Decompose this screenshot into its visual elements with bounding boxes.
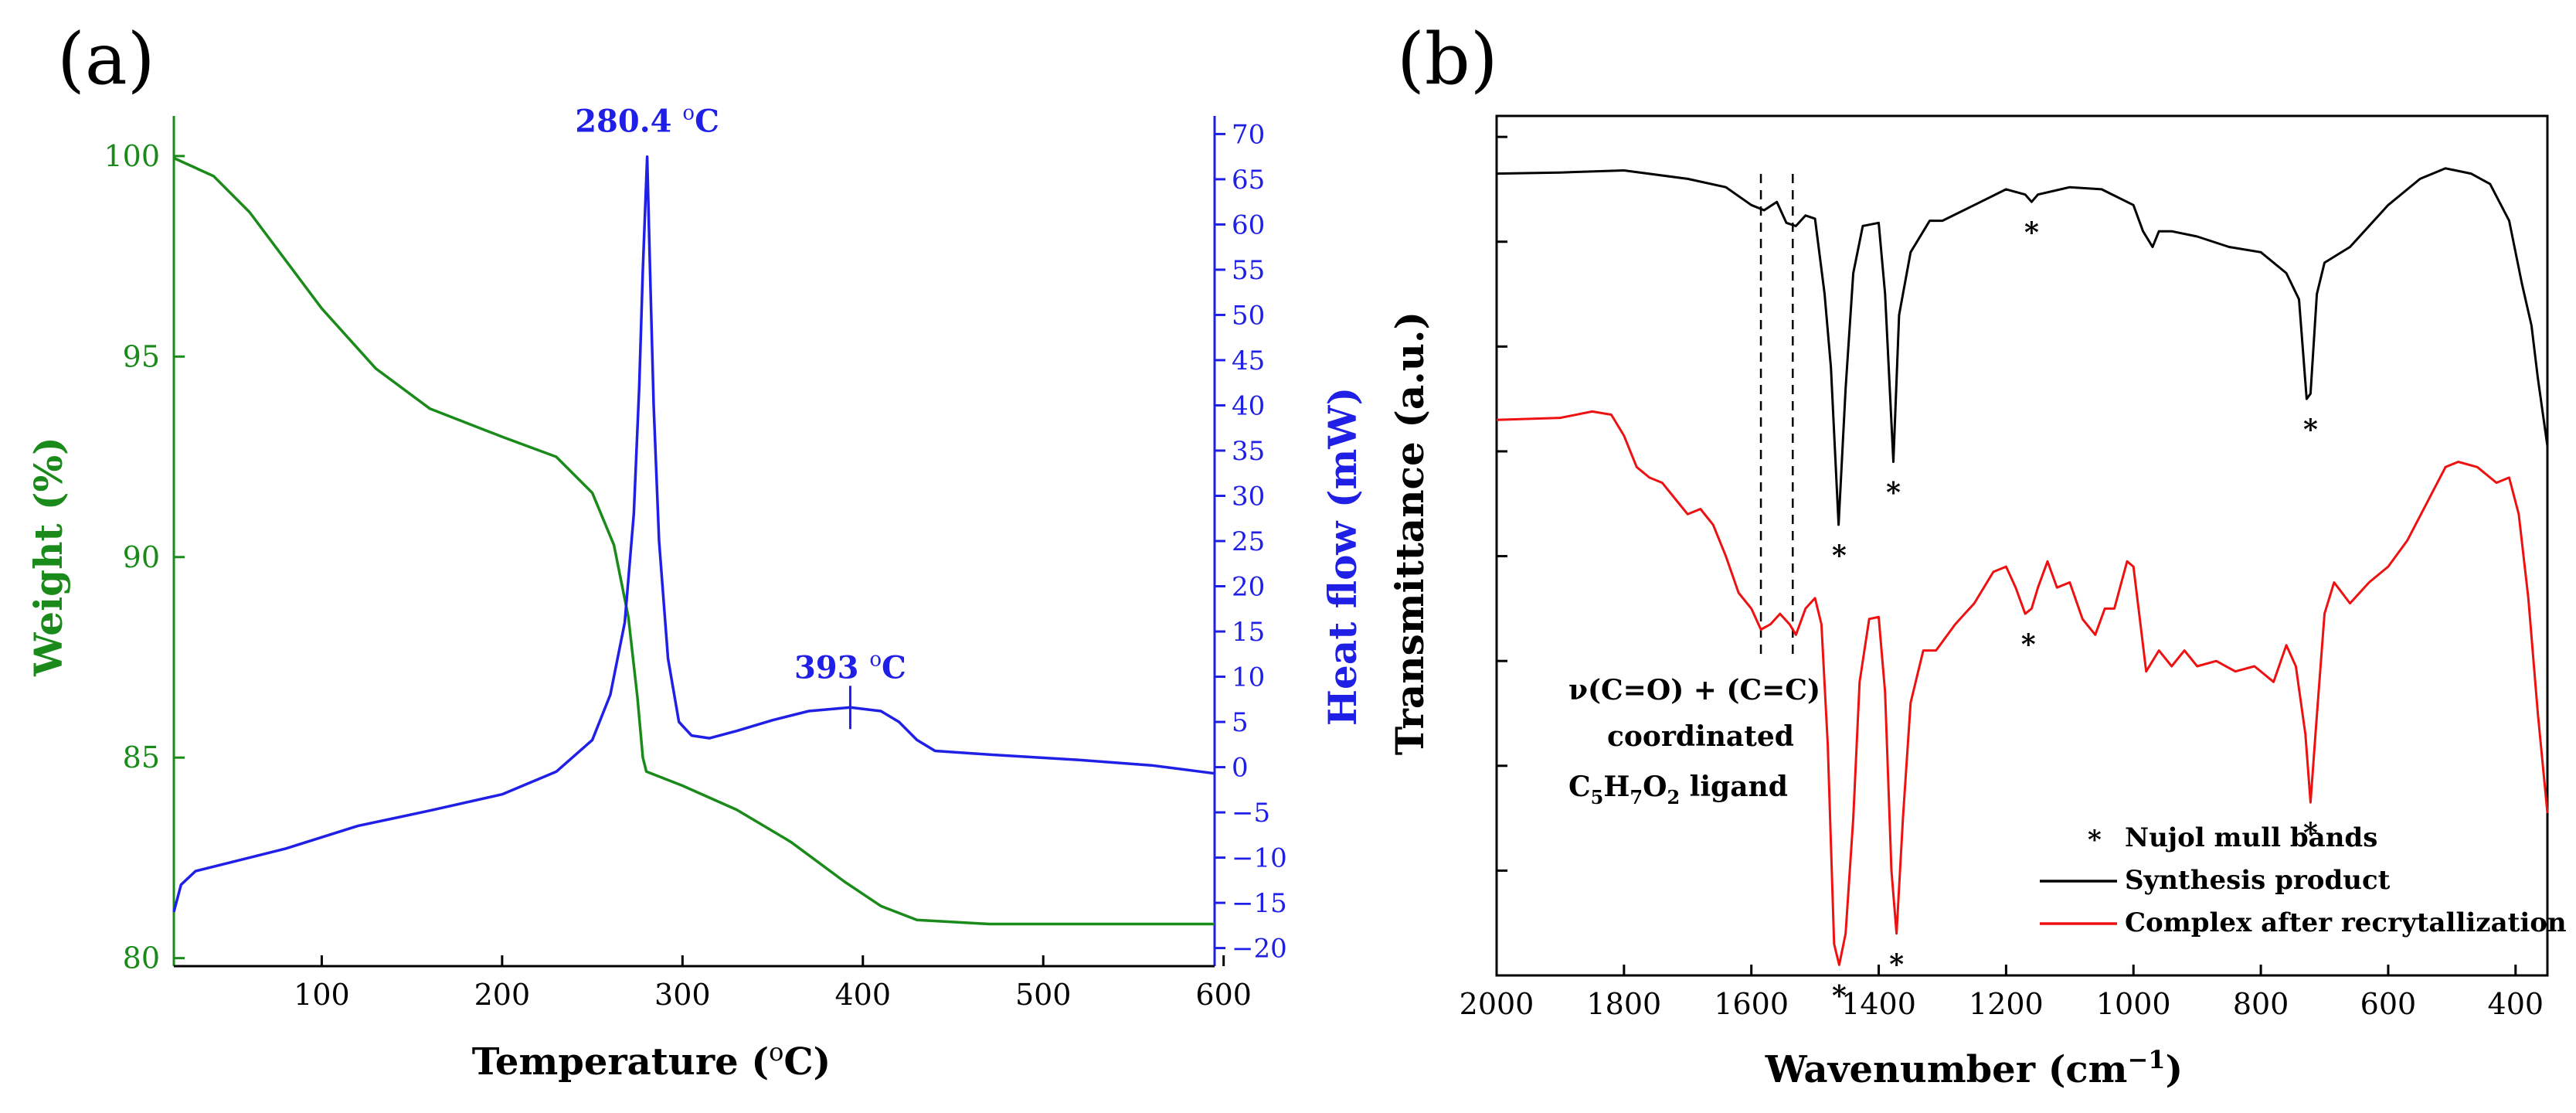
nujol-marker: * — [2303, 414, 2318, 446]
annotation-line1: ν(C=O) + (C=C) — [1568, 674, 1820, 706]
peak-annotation: 280.4 oC — [575, 102, 719, 140]
panel-a-y2-tick-label: −10 — [1232, 843, 1287, 874]
panel-a-y2-tick-label: 15 — [1232, 617, 1265, 648]
panel-b-x-tick-label: 800 — [2233, 987, 2289, 1021]
panel-b-frame — [1495, 114, 2549, 977]
panel-b-x-tick-label: 1600 — [1714, 987, 1789, 1021]
panel-a-series — [172, 155, 1215, 926]
panel-a-y2-tick-label: −15 — [1232, 888, 1287, 919]
panel-b-nujol-markers: * * * * * * * * — [1832, 216, 2318, 1012]
panel-a-y-axis-label: Weight (%) — [25, 437, 71, 677]
panel-a-y2-tick-label: 25 — [1232, 526, 1265, 557]
legend-complex-label: Complex after recrytallization — [2125, 907, 2567, 938]
panel-a-y2-tick-label: 0 — [1232, 753, 1249, 784]
nujol-marker: * — [1832, 979, 1847, 1012]
panel-b-series — [1496, 167, 2549, 966]
legend-nujol-marker: * — [2088, 825, 2102, 856]
panel-b-x-tick-label: 1400 — [1841, 987, 1916, 1021]
panel-a-annotations: 280.4 oC 393 oC — [575, 102, 906, 730]
panel-b-y-axis-label: Transmittance (a.u.) — [1387, 311, 1432, 755]
peak-annotation-label: 280.4 oC — [575, 102, 719, 140]
panel-a-x-axis-label: Temperature (oC) — [472, 1037, 831, 1084]
panel-b: 2000 1800 1600 1400 1200 1000 800 600 400 ******… — [1387, 114, 2567, 1091]
panel-a-y-tick-label: 85 — [123, 740, 160, 774]
panel-a-x-tick-label: 200 — [474, 978, 531, 1012]
panel-a-y2-axis-label: Heat flow (mW) — [1320, 387, 1365, 726]
panel-a-y2-tick-label: 40 — [1232, 390, 1265, 421]
peak-annotation: 393 oC — [794, 648, 906, 730]
panel-a-y2-tick-label: 60 — [1232, 209, 1265, 240]
panel-a: 100 200 300 400 500 60080859095100−20−15−10−5… — [25, 102, 1365, 1084]
panel-a-label: (a) — [57, 18, 155, 100]
panel-a-x-tick-label: 100 — [294, 978, 350, 1012]
panel-b-x-tick-label: 400 — [2488, 987, 2544, 1021]
panel-a-y-tick-label: 95 — [123, 339, 160, 373]
panel-a-y2-tick-label: 55 — [1232, 255, 1265, 286]
ligand-annotation: ν(C=O) + (C=C) coordinated C5H7O2 ligand — [1568, 674, 1820, 808]
panel-a-y-tick-label: 100 — [104, 139, 160, 173]
panel-a-y2-tick-label: 20 — [1232, 572, 1265, 603]
series-heat-flow — [172, 155, 1215, 913]
nujol-marker: * — [2024, 216, 2039, 249]
panel-a-y2-tick-label: 45 — [1232, 345, 1265, 376]
panel-b-axes — [1495, 114, 2549, 977]
panel-a-y2-tick-label: 70 — [1232, 119, 1265, 150]
panel-b-label: (b) — [1397, 18, 1498, 100]
panel-a-y2-tick-label: 65 — [1232, 165, 1265, 196]
panel-b-x-tick-label: 2000 — [1460, 987, 1534, 1021]
nujol-marker: * — [1886, 477, 1901, 509]
nujol-marker: * — [1832, 539, 1847, 572]
panel-a-y-tick-label: 90 — [123, 540, 160, 574]
annotation-line3: C5H7O2 ligand — [1568, 771, 1788, 808]
peak-annotation-label: 393 oC — [794, 648, 906, 686]
panel-a-axes — [172, 116, 1216, 968]
series-synthesis-product — [1496, 167, 2549, 526]
panel-a-x-tick-label: 400 — [835, 978, 892, 1012]
panel-b-x-tick-label: 1200 — [1969, 987, 2044, 1021]
series-complex-after-recrytallization — [1496, 410, 2549, 966]
panel-a-y2-tick-label: 10 — [1232, 662, 1265, 693]
legend-nujol-label: Nujol mull bands — [2125, 822, 2377, 853]
panel-a-y2-tick-label: 35 — [1232, 436, 1265, 467]
annotation-line2: coordinated — [1607, 720, 1794, 753]
panel-a-y2-tick-label: 5 — [1232, 707, 1249, 738]
panel-a-y2-tick-label: −20 — [1232, 934, 1287, 965]
panel-b-dashed-lines — [1759, 174, 1794, 661]
legend-synthesis-label: Synthesis product — [2125, 865, 2391, 896]
nujol-marker: * — [2021, 628, 2036, 661]
panel-b-x-axis-label: Wavenumber (cm−1) — [1765, 1045, 2183, 1091]
panel-a-x-tick-label: 300 — [654, 978, 711, 1012]
panel-b-ticks: 2000 1800 1600 1400 1200 1000 800 600 400 — [1460, 135, 2544, 1021]
nujol-marker: * — [1889, 948, 1904, 981]
panel-a-ticks: 100 200 300 400 500 60080859095100−20−15−10−5… — [104, 119, 1286, 1012]
panel-a-y-tick-label: 80 — [123, 941, 160, 975]
panel-a-y2-tick-label: 50 — [1232, 300, 1265, 331]
panel-a-y2-tick-label: 30 — [1232, 481, 1265, 512]
panel-b-x-tick-label: 1800 — [1586, 987, 1661, 1021]
panel-b-x-tick-label: 600 — [2360, 987, 2417, 1021]
panel-a-x-tick-label: 600 — [1195, 978, 1252, 1012]
nujol-marker: * — [2303, 817, 2318, 849]
panel-b-x-tick-label: 1000 — [2096, 987, 2171, 1021]
series-weight — [173, 156, 1215, 926]
panel-a-x-tick-label: 500 — [1015, 978, 1072, 1012]
panel-b-legend: * Nujol mull bands Synthesis product Com… — [2040, 822, 2567, 938]
panel-a-y2-tick-label: −5 — [1232, 798, 1270, 829]
